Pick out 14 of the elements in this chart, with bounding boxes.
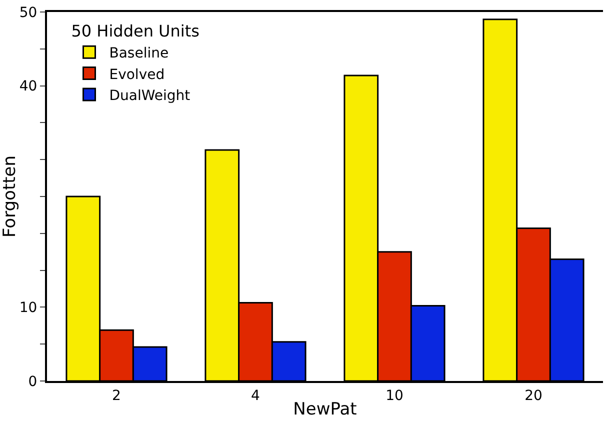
y-tick-label: 40 xyxy=(19,78,38,95)
legend-title: 50 Hidden Units xyxy=(71,21,200,40)
x-tick-label: 10 xyxy=(386,388,404,404)
x-tick-label: 2 xyxy=(112,388,121,404)
y-tick-label: 50 xyxy=(19,4,38,21)
y-axis-title: Forgotten xyxy=(0,155,20,238)
y-tick-label: 0 xyxy=(28,374,38,390)
legend-label: Evolved xyxy=(109,66,165,83)
x-tick-label: 4 xyxy=(251,388,260,404)
x-tick-label: 20 xyxy=(524,388,542,404)
y-tick-label: 10 xyxy=(19,300,38,316)
legend-label: Baseline xyxy=(109,46,169,62)
x-axis-title: NewPat xyxy=(293,400,358,420)
legend-label: DualWeight xyxy=(109,88,191,104)
